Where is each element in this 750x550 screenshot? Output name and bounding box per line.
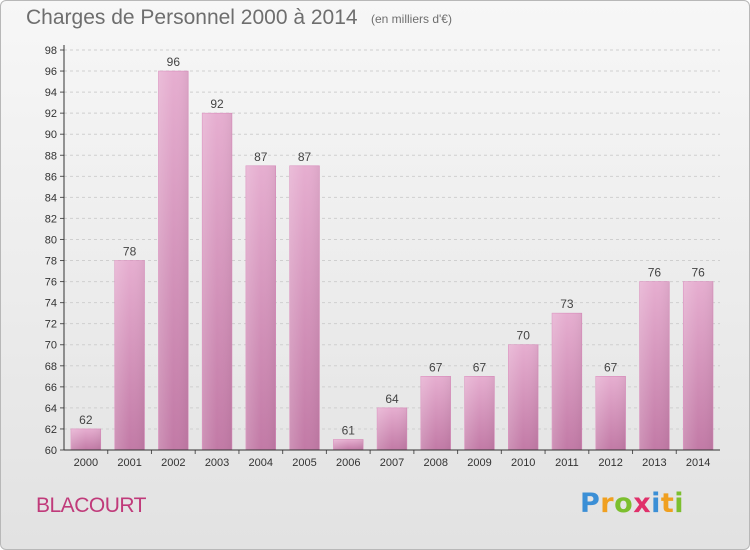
- proxiti-logo[interactable]: Proxiti: [580, 488, 684, 519]
- x-tick-label-2003: 2003: [205, 457, 229, 469]
- bar-shade-2013: [639, 281, 670, 450]
- y-tick-label: 88: [45, 150, 57, 162]
- logo-letter: t: [660, 488, 675, 519]
- bar-shade-2009: [464, 376, 495, 450]
- x-tick-label-2007: 2007: [380, 457, 404, 469]
- axes: [63, 45, 720, 451]
- y-tick-label: 96: [45, 66, 57, 78]
- y-tick-label: 66: [45, 382, 57, 394]
- bar-shade-2012: [595, 376, 626, 450]
- x-tick-label-2014: 2014: [686, 457, 710, 469]
- x-tick-label-2009: 2009: [467, 457, 491, 469]
- x-tick-label-2000: 2000: [74, 457, 98, 469]
- chart-title: Charges de Personnel 2000 à 2014: [26, 6, 358, 29]
- y-tick-label: 76: [45, 277, 57, 289]
- bar-shade-2001: [114, 260, 145, 450]
- bar-shade-2008: [420, 376, 451, 450]
- y-tick-label: 78: [45, 256, 57, 268]
- value-label-2008: 67: [429, 360, 443, 374]
- y-tick-label: 84: [45, 192, 57, 204]
- y-tick-label: 70: [45, 340, 57, 352]
- value-label-2010: 70: [517, 329, 531, 343]
- x-tick-label-2010: 2010: [511, 457, 535, 469]
- bar-shade-2011: [552, 313, 582, 450]
- value-label-2011: 73: [560, 297, 574, 311]
- logo-letter: x: [633, 488, 652, 519]
- value-label-2013: 76: [648, 266, 662, 280]
- y-tick-label: 90: [45, 129, 57, 141]
- y-tick-label: 62: [45, 424, 57, 436]
- x-tick-label-2012: 2012: [598, 457, 622, 469]
- bar-shade-2003: [202, 113, 232, 450]
- bar-shade-2005: [289, 165, 320, 450]
- value-labels: 62 78 96 92 87 87 61 64 67 67 70 73 67 76 76: [79, 55, 705, 437]
- logo-letter: r: [600, 488, 615, 519]
- value-label-2003: 92: [210, 97, 224, 111]
- logo-letter: P: [580, 488, 601, 519]
- value-label-2002: 96: [167, 55, 181, 69]
- bar-shade-2000: [70, 428, 101, 450]
- x-tick-label-2008: 2008: [423, 457, 447, 469]
- bar-shade-2007: [377, 407, 407, 450]
- value-label-2014: 76: [691, 266, 705, 280]
- bar-shade-2006: [333, 439, 364, 450]
- value-label-2004: 87: [254, 150, 268, 164]
- y-tick-label: 94: [45, 87, 57, 99]
- x-tick-label-2002: 2002: [161, 457, 185, 469]
- value-label-2012: 67: [604, 360, 618, 374]
- x-tick-label-2004: 2004: [249, 457, 273, 469]
- bar-shade-2002: [158, 71, 189, 450]
- value-label-2007: 64: [385, 392, 399, 406]
- x-tick-label-2006: 2006: [336, 457, 360, 469]
- chart-subtitle: (en milliers d'€): [371, 12, 452, 26]
- x-tick-label-2013: 2013: [642, 457, 666, 469]
- y-tick-label: 64: [45, 403, 57, 415]
- y-tick-label: 82: [45, 213, 57, 225]
- logo-letter: i: [651, 488, 661, 519]
- y-tick-label: 92: [45, 108, 57, 120]
- x-tick-label-2005: 2005: [292, 457, 316, 469]
- logo-letter: i: [674, 488, 685, 519]
- x-tick-label-2001: 2001: [117, 457, 141, 469]
- x-tick-label-2011: 2011: [555, 457, 579, 469]
- value-label-2000: 62: [79, 413, 93, 427]
- y-tick-label: 72: [45, 319, 57, 331]
- bar-shade-2004: [245, 165, 276, 450]
- commune-name: BLACOURT: [36, 494, 146, 517]
- value-label-2001: 78: [123, 245, 137, 259]
- y-tick-label: 74: [45, 298, 57, 310]
- y-tick-label: 86: [45, 171, 57, 183]
- value-label-2009: 67: [473, 360, 487, 374]
- bar-shade-2014: [683, 281, 714, 450]
- logo-letter: o: [614, 488, 634, 519]
- bar-shade-2010: [508, 344, 539, 450]
- x-axis-ticks: 2000 2001 2002 2003 2004 2005 2006 2007 2008 2009…: [74, 450, 710, 469]
- bars: [70, 70, 714, 451]
- y-tick-label: 80: [45, 234, 57, 246]
- y-axis-ticks: 60 62 64 66 68 70 72 74 76 78 80 82 84 86 88 90 92 94 96 98: [45, 45, 64, 457]
- value-label-2005: 87: [298, 150, 312, 164]
- y-tick-label: 68: [45, 361, 57, 373]
- y-tick-label: 60: [45, 445, 57, 457]
- y-tick-label: 98: [45, 45, 57, 57]
- value-label-2006: 61: [342, 423, 356, 437]
